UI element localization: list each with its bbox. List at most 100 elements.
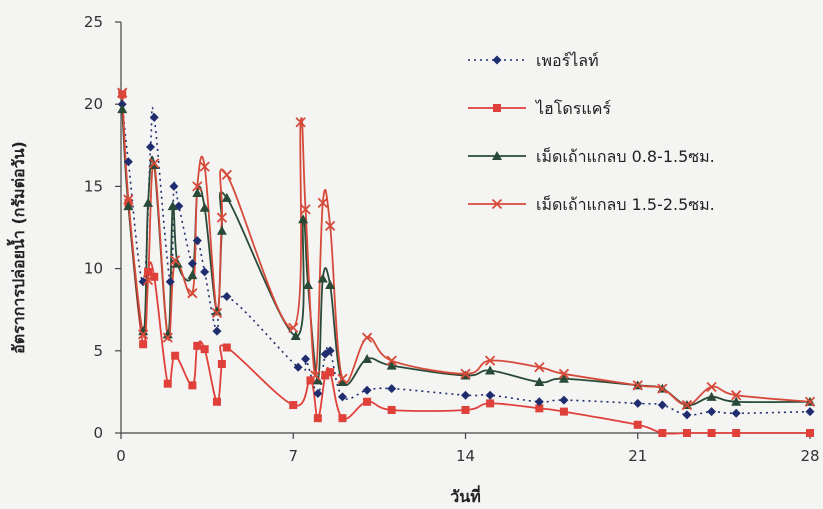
data-point bbox=[216, 225, 227, 235]
data-point bbox=[681, 399, 693, 411]
data-point bbox=[200, 345, 209, 354]
data-point bbox=[192, 187, 203, 197]
data-point bbox=[534, 362, 545, 373]
data-point bbox=[149, 158, 160, 169]
data-point bbox=[386, 355, 397, 366]
data-point bbox=[295, 117, 306, 128]
data-point bbox=[146, 142, 156, 152]
legend-label: เพอร์ไลท์ bbox=[536, 51, 599, 70]
data-point bbox=[732, 429, 741, 437]
data-point bbox=[293, 362, 303, 372]
data-point bbox=[144, 267, 153, 276]
series-line bbox=[121, 92, 811, 406]
data-point bbox=[138, 329, 149, 340]
data-point bbox=[491, 198, 503, 210]
data-point bbox=[199, 161, 210, 172]
legend: เพอร์ไลท์ไฮโดรแคร์เม็ดเถ้าแกลบ 0.8-1.5ซม… bbox=[468, 51, 715, 214]
y-tick-label: 0 bbox=[93, 424, 103, 442]
y-axis-ticks: 0 5 10 15 20 25 bbox=[84, 13, 121, 442]
data-point bbox=[682, 429, 691, 437]
data-point bbox=[534, 377, 545, 387]
data-point bbox=[143, 197, 154, 207]
data-point bbox=[222, 292, 232, 302]
data-point bbox=[492, 151, 502, 160]
x-tick-label: 7 bbox=[288, 447, 298, 465]
data-point bbox=[633, 398, 643, 408]
series-lines bbox=[121, 92, 811, 435]
y-tick-label: 15 bbox=[84, 177, 103, 195]
data-point bbox=[657, 400, 667, 410]
data-point bbox=[118, 90, 127, 99]
data-point bbox=[169, 181, 179, 191]
x-tick-label: 21 bbox=[628, 447, 647, 465]
data-point bbox=[171, 351, 180, 360]
data-point bbox=[187, 270, 198, 280]
data-point bbox=[301, 354, 311, 364]
data-point bbox=[199, 202, 210, 212]
legend-item: เม็ดเถ้าแกลบ 1.5-2.5ซม. bbox=[468, 194, 715, 214]
data-point bbox=[534, 397, 544, 407]
data-point bbox=[167, 201, 178, 211]
data-point bbox=[150, 272, 159, 281]
data-point bbox=[706, 391, 717, 401]
data-point bbox=[326, 368, 335, 377]
legend-label: เม็ดเถ้าแกลบ 1.5-2.5ซม. bbox=[536, 194, 715, 214]
data-point bbox=[163, 379, 172, 388]
data-point bbox=[361, 332, 373, 343]
data-point bbox=[633, 420, 642, 429]
data-point bbox=[165, 277, 175, 287]
data-point bbox=[461, 390, 470, 400]
legend-label: ไฮโดรแคร์ bbox=[534, 99, 611, 118]
y-tick-label: 20 bbox=[84, 95, 103, 113]
data-point bbox=[306, 376, 315, 385]
data-point bbox=[321, 371, 330, 380]
series-markers-group bbox=[117, 99, 815, 420]
y-tick-label: 25 bbox=[84, 13, 103, 31]
data-point bbox=[212, 397, 221, 406]
data-point bbox=[192, 181, 203, 192]
data-point bbox=[313, 389, 323, 399]
series-line bbox=[121, 94, 810, 435]
data-point bbox=[706, 381, 717, 393]
data-point bbox=[362, 385, 372, 395]
data-point bbox=[461, 405, 470, 414]
data-point bbox=[169, 255, 181, 266]
axes: 0 7 14 21 28 0 5 10 15 20 25 bbox=[84, 13, 820, 465]
series-markers bbox=[117, 87, 816, 437]
data-point bbox=[317, 273, 328, 283]
data-point bbox=[317, 197, 328, 208]
x-tick-label: 0 bbox=[116, 447, 126, 465]
data-point bbox=[707, 429, 716, 437]
data-point bbox=[303, 280, 314, 290]
y-tick-label: 5 bbox=[93, 342, 103, 360]
data-point bbox=[200, 267, 210, 277]
data-point bbox=[337, 377, 348, 387]
series-markers-group bbox=[118, 90, 814, 437]
data-point bbox=[221, 169, 232, 181]
x-tick-label: 14 bbox=[456, 447, 475, 465]
data-point bbox=[493, 104, 501, 112]
data-point bbox=[492, 55, 502, 65]
data-point bbox=[386, 360, 397, 370]
data-point bbox=[707, 407, 717, 417]
data-point bbox=[187, 259, 197, 269]
data-point bbox=[535, 404, 544, 413]
legend-label: เม็ดเถ้าแกลบ 0.8-1.5ซม. bbox=[536, 146, 715, 166]
data-point bbox=[298, 214, 309, 224]
data-point bbox=[290, 331, 301, 341]
y-axis-title: อัตราการปล่อยน้ำ (กรัมต่อวัน) bbox=[6, 141, 28, 354]
data-point bbox=[193, 341, 202, 350]
data-point bbox=[325, 280, 336, 290]
data-point bbox=[731, 390, 742, 401]
legend-item: ไฮโดรแคร์ bbox=[468, 99, 611, 118]
data-point bbox=[486, 399, 495, 408]
data-point bbox=[806, 429, 814, 437]
data-point bbox=[632, 380, 643, 391]
data-point bbox=[387, 405, 396, 414]
data-point bbox=[289, 401, 298, 410]
data-point bbox=[139, 340, 148, 349]
data-point bbox=[805, 407, 815, 417]
data-point bbox=[362, 354, 373, 364]
data-point bbox=[363, 397, 372, 406]
